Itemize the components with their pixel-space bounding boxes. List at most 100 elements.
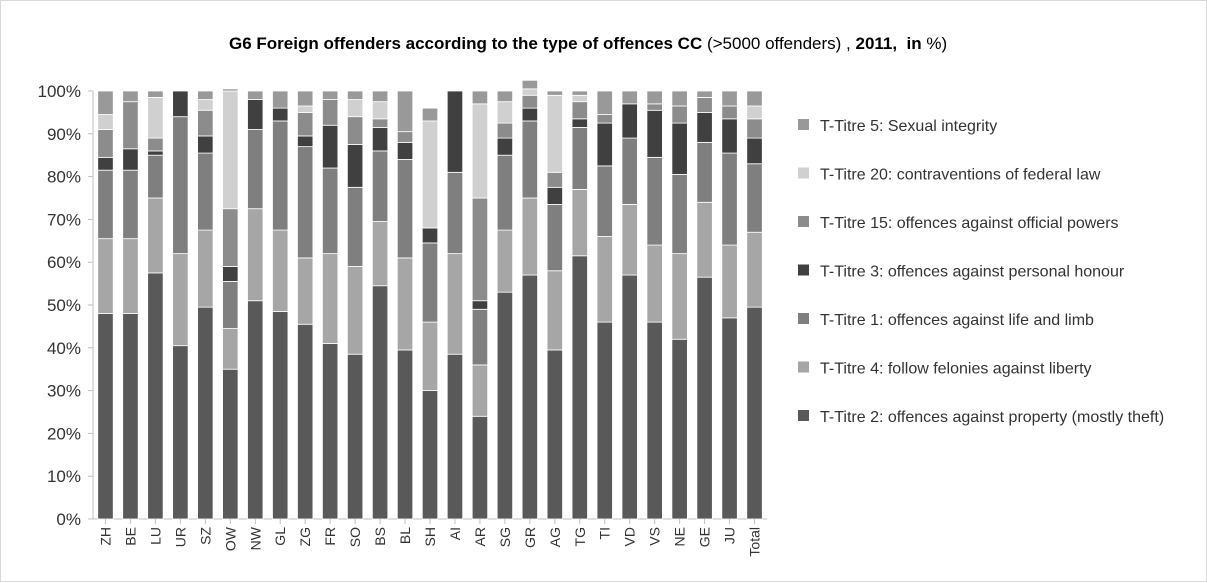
bar-segment	[671, 90, 688, 107]
bar-segment	[546, 186, 563, 205]
bar-segment	[521, 120, 538, 199]
bar-segment	[322, 167, 339, 255]
bar-segment	[521, 107, 538, 122]
bar-segment	[297, 90, 314, 107]
bar-segment	[671, 105, 688, 124]
bar-segment	[371, 221, 389, 287]
bar-segment	[222, 208, 239, 267]
bar-segment	[147, 90, 164, 98]
bar-segment	[596, 114, 613, 124]
bar-segment	[297, 257, 314, 325]
x-tick-label: TG	[572, 527, 588, 546]
bar-segment	[621, 274, 638, 520]
bar-segment	[746, 90, 763, 107]
legend-label: T-Titre 15: offences against official po…	[820, 215, 1119, 232]
bar-segment	[97, 129, 114, 158]
bar-segment	[621, 204, 638, 276]
bar-segment	[322, 90, 339, 100]
bar-segment	[222, 328, 239, 370]
bar-segment	[596, 165, 613, 237]
legend-swatch	[798, 216, 809, 227]
bar-segment	[596, 90, 613, 115]
bar-segment	[546, 349, 563, 520]
bar-segment	[396, 257, 414, 351]
bar-segment	[147, 137, 164, 152]
bar-segment	[471, 103, 489, 199]
x-tick-label: BL	[397, 527, 413, 544]
x-tick-label: TI	[597, 527, 613, 539]
y-tick-label: 100%	[38, 82, 81, 101]
bar-segment	[496, 122, 514, 139]
bar-segment	[172, 345, 189, 520]
bar-segment	[172, 116, 189, 255]
bar-segment	[621, 90, 638, 105]
bar-segment	[571, 94, 588, 103]
bar-segment	[471, 308, 489, 366]
x-tick-label: LU	[147, 527, 163, 545]
bar-segment	[571, 90, 588, 96]
x-tick-label: SO	[347, 527, 363, 547]
bar-segment	[446, 253, 464, 355]
bar-segment	[721, 152, 738, 246]
bar-segment	[721, 317, 738, 520]
bar-segment	[197, 99, 214, 111]
bar-segment	[521, 94, 538, 109]
bar-segment	[396, 90, 414, 133]
bar-segment	[571, 189, 588, 257]
x-tick-label: BS	[372, 527, 388, 546]
x-tick-label: Total	[747, 527, 763, 557]
bar-segment	[346, 90, 364, 100]
bar-segment	[596, 321, 613, 520]
bar-segment	[346, 266, 364, 355]
bar-segment	[297, 135, 314, 148]
bar-segment	[521, 197, 538, 276]
bar-segment	[496, 90, 514, 103]
legend-label: T-Titre 4: follow felonies against liber…	[820, 361, 1092, 378]
bar-segment	[247, 129, 264, 210]
bar-segment	[546, 270, 563, 351]
bar-segment	[571, 126, 588, 190]
bar-segment	[172, 90, 189, 118]
bar-segment	[596, 236, 613, 323]
bar-segment	[446, 353, 464, 520]
y-tick-label: 0%	[56, 510, 81, 529]
y-axis-ticks: 0% 10% 20% 30% 40% 50% 60% 70% 80% 90% 100%	[38, 82, 93, 529]
bar-segment	[122, 148, 139, 171]
bar-segment	[122, 169, 139, 240]
legend-swatch	[798, 361, 809, 373]
x-tick-label: AG	[547, 527, 563, 547]
bar-segment	[646, 109, 663, 158]
bar-segment	[396, 159, 414, 259]
bar-segment	[371, 118, 389, 128]
bar-area	[97, 79, 763, 524]
bar-segment	[496, 137, 514, 156]
bar-segment	[646, 103, 663, 111]
bar-segment	[471, 300, 489, 310]
x-tick-label: UR	[172, 527, 188, 547]
legend-label: T-Titre 1: offences against life and lim…	[820, 312, 1094, 329]
bar-segment	[446, 171, 464, 255]
y-tick-label: 60%	[47, 253, 81, 272]
bar-segment	[746, 231, 763, 308]
bar-segment	[222, 281, 239, 329]
bar-segment	[721, 105, 738, 120]
bar-segment	[122, 90, 139, 103]
bar-segment	[322, 99, 339, 126]
bar-segment	[721, 244, 738, 319]
legend-swatch	[798, 119, 809, 130]
y-tick-label: 50%	[47, 296, 81, 315]
bar-segment	[297, 146, 314, 259]
y-tick-label: 20%	[47, 424, 81, 443]
bar-segment	[621, 103, 638, 139]
bar-segment	[621, 137, 638, 205]
legend-label: T-Titre 2: offences against property (mo…	[820, 409, 1164, 426]
bar-segment	[147, 150, 164, 156]
x-tick-label: ZH	[97, 527, 113, 546]
bar-segment	[596, 122, 613, 167]
x-tick-label: JU	[722, 527, 738, 544]
bar-segment	[671, 122, 688, 175]
bar-segment	[521, 79, 538, 90]
chart-title-part: G6 Foreign offenders according to the ty…	[229, 34, 707, 53]
bar-segment	[546, 171, 563, 188]
